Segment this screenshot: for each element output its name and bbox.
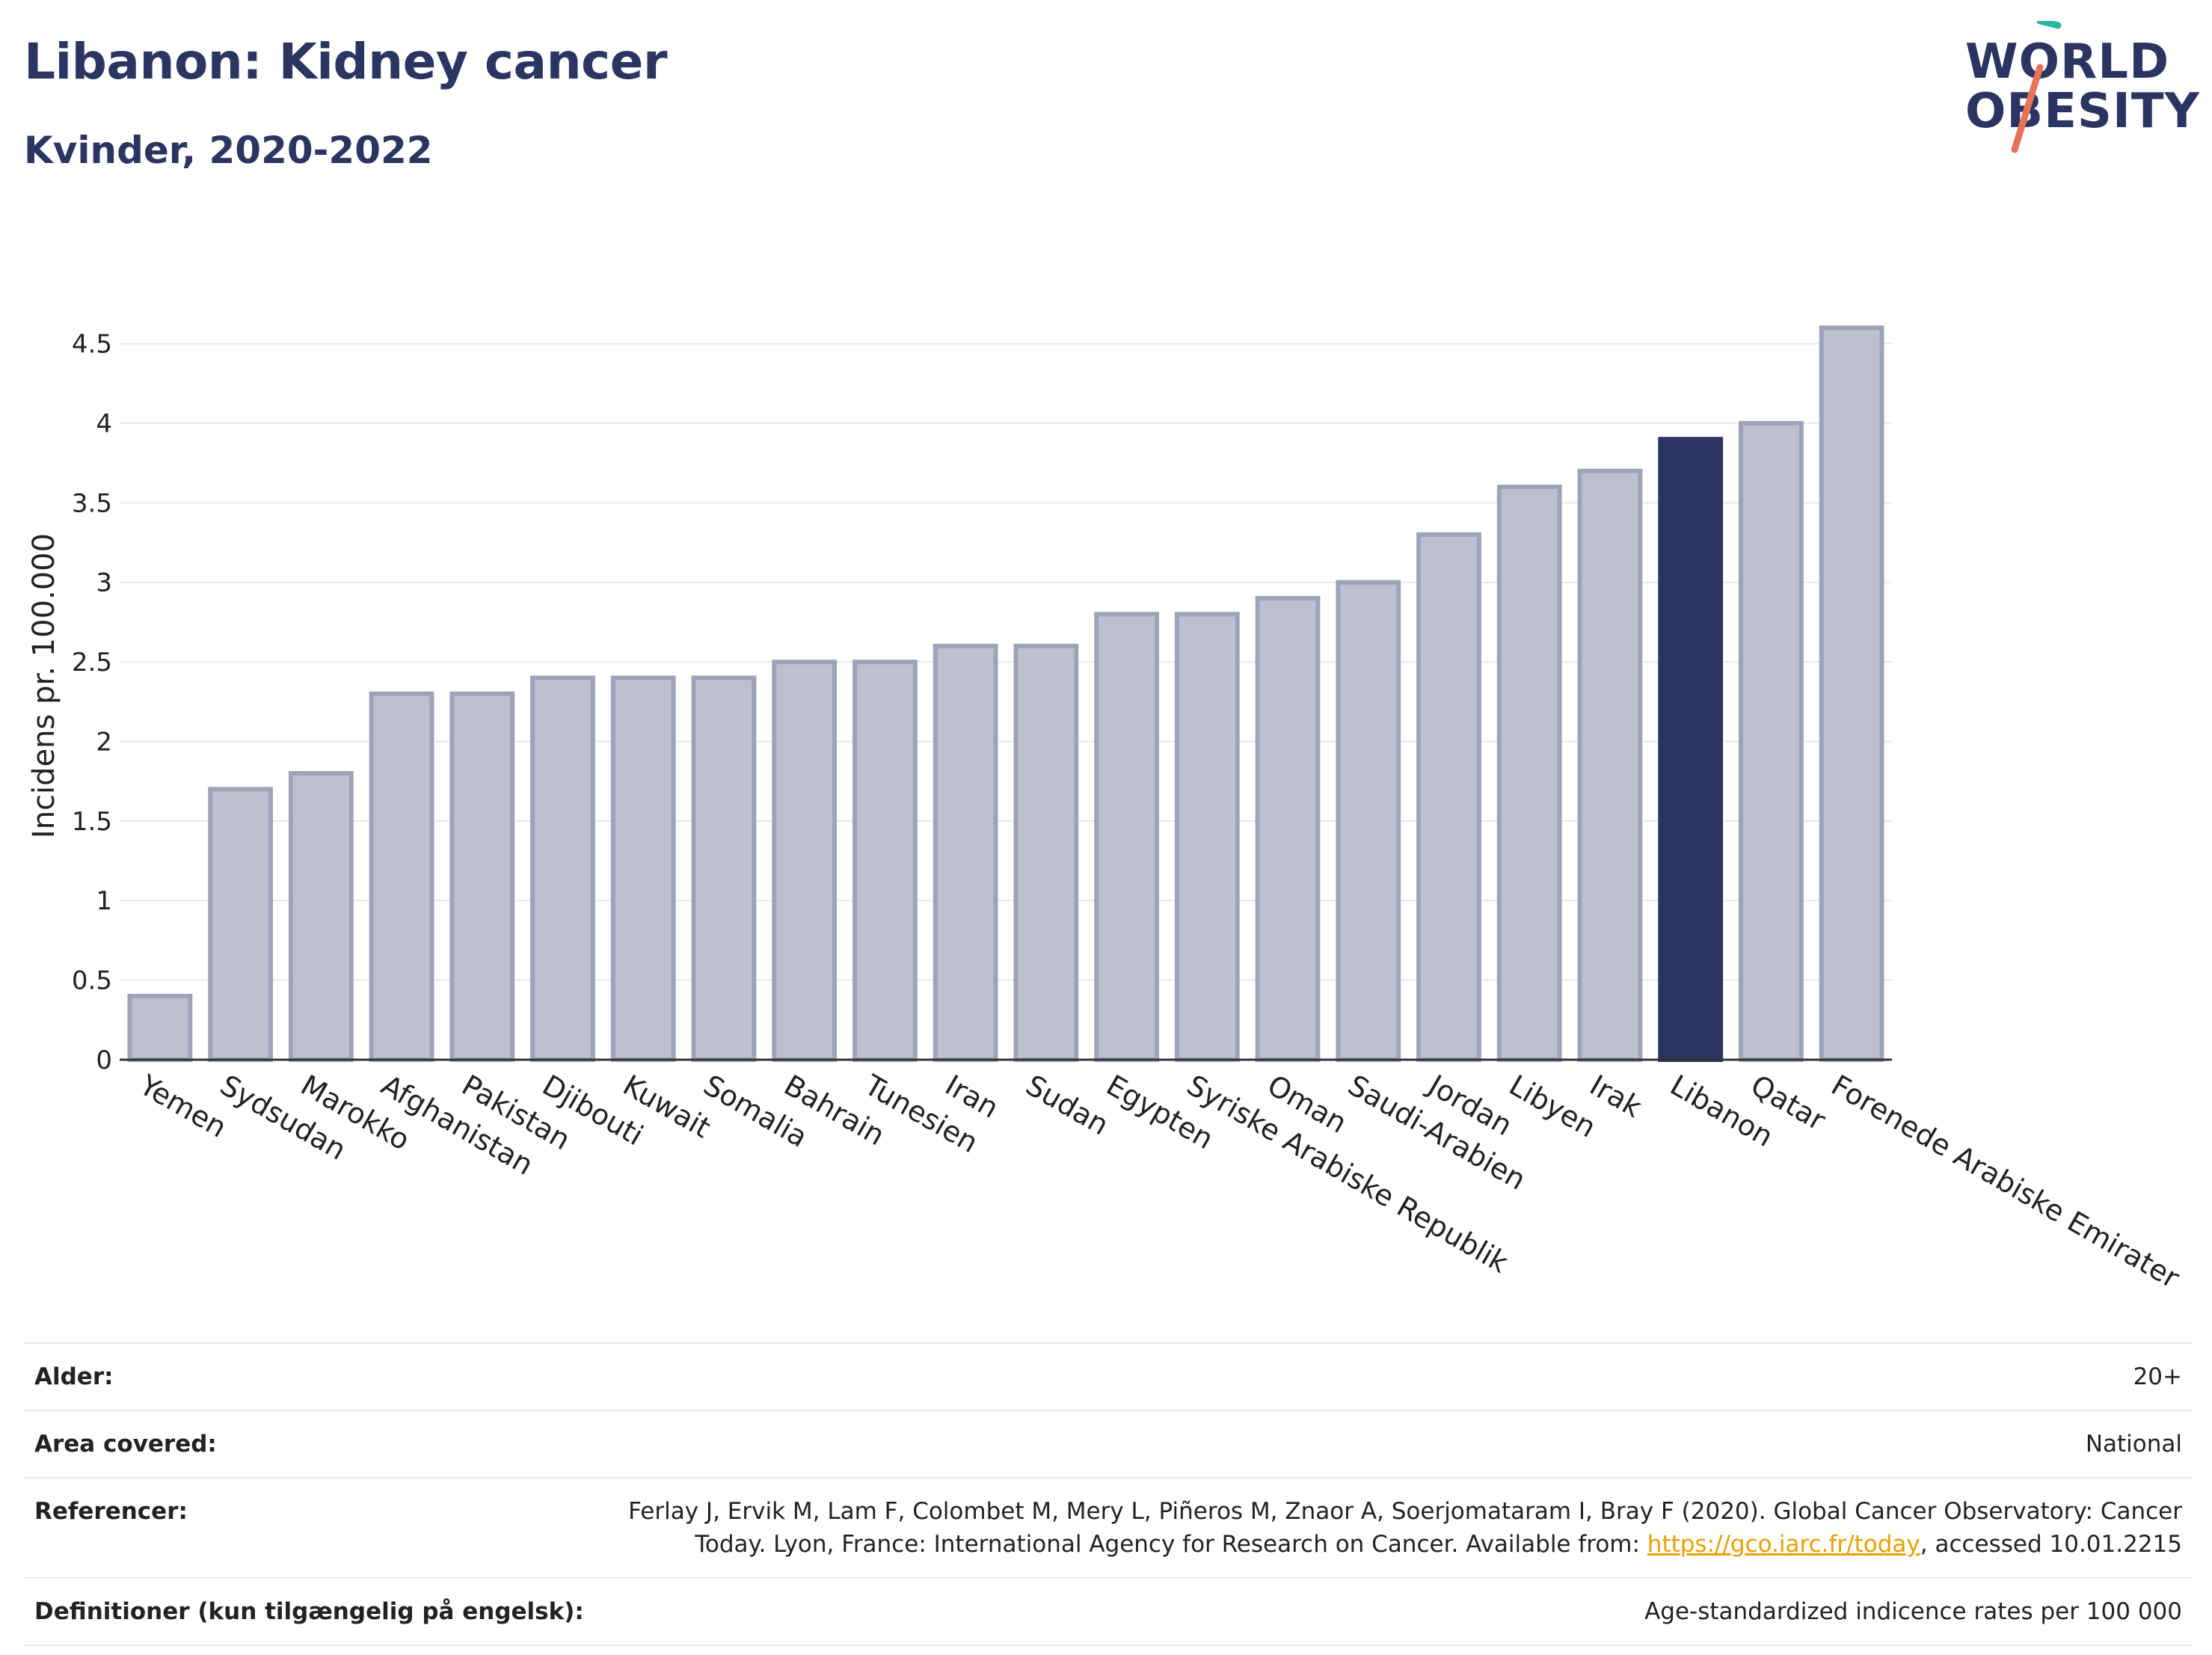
bar <box>369 691 434 1062</box>
info-value-definitions: Age-standardized indicence rates per 100… <box>1644 1598 2182 1625</box>
bar <box>1819 325 1884 1062</box>
bar <box>1255 595 1321 1062</box>
bar <box>852 660 918 1062</box>
info-value-references: Ferlay J, Ervik M, Lam F, Colombet M, Me… <box>595 1478 2193 1578</box>
reference-link[interactable]: https://gco.iarc.fr/today <box>1647 1531 1920 1558</box>
reference-line-2-post: , accessed 10.01.2215 <box>1920 1531 2182 1558</box>
info-label-age: Alder: <box>34 1363 114 1390</box>
bar <box>208 787 273 1062</box>
bar <box>691 675 757 1062</box>
bar <box>772 660 838 1062</box>
y-tick-label: 3 <box>96 568 112 598</box>
bar <box>449 691 515 1062</box>
reference-line-1: Ferlay J, Ervik M, Lam F, Colombet M, Me… <box>628 1498 2182 1525</box>
world-obesity-logo: WORLD OBESITY <box>1952 21 2199 156</box>
bar <box>933 643 998 1062</box>
logo-line-world: WORLD <box>1965 34 2170 90</box>
info-value-area: National <box>2085 1431 2182 1458</box>
y-axis-ticks: 0 0.5 1 1.5 2 2.5 3 3.5 4 4.5 <box>72 330 112 1075</box>
bar <box>1336 580 1401 1062</box>
bar <box>1739 420 1804 1062</box>
bar <box>1013 643 1079 1062</box>
y-tick-label: 3.5 <box>72 488 112 518</box>
y-tick-label: 4 <box>96 409 112 439</box>
x-tick-label: Yemen <box>133 1068 232 1144</box>
y-tick-label: 2.5 <box>72 648 112 678</box>
bar <box>1174 612 1240 1062</box>
bars <box>127 325 1884 1063</box>
info-label-definitions: Definitioner (kun tilgængelig på engelsk… <box>34 1598 584 1625</box>
y-tick-label: 2 <box>96 727 112 757</box>
x-tick-label: Libyen <box>1504 1069 1602 1144</box>
chart-title: Libanon: Kidney cancer <box>24 33 668 90</box>
y-axis-label: Incidens pr. 100.000 <box>27 533 61 838</box>
y-tick-label: 0 <box>96 1045 112 1075</box>
x-tick-label: Sudan <box>1020 1069 1114 1142</box>
info-label-references: Referencer: <box>34 1498 188 1525</box>
y-tick-label: 4.5 <box>72 330 112 360</box>
bar <box>1496 485 1562 1062</box>
info-row-age: Alder: 20+ <box>24 1343 2193 1410</box>
reference-line-2-pre: Today. Lyon, France: International Agenc… <box>695 1531 1647 1558</box>
bar <box>1094 612 1159 1062</box>
chart-subtitle: Kvinder, 2020-2022 <box>24 129 433 172</box>
info-row-references: Referencer: Ferlay J, Ervik M, Lam F, Co… <box>24 1478 2193 1578</box>
x-tick-label: Forenede Arabiske Emirater <box>1826 1069 2185 1295</box>
y-tick-label: 0.5 <box>72 966 112 996</box>
info-row-area: Area covered: National <box>24 1410 2193 1478</box>
bar <box>1416 532 1481 1063</box>
y-tick-label: 1 <box>96 886 112 916</box>
bar <box>127 993 193 1063</box>
x-axis-labels: YemenSydsudanMarokkoAfghanistanPakistanD… <box>133 1068 2184 1295</box>
y-tick-label: 1.5 <box>72 807 112 837</box>
bar <box>288 771 354 1063</box>
bar <box>610 675 676 1062</box>
info-row-definitions: Definitioner (kun tilgængelig på engelsk… <box>24 1578 2193 1645</box>
info-value-age: 20+ <box>2133 1363 2182 1390</box>
bar <box>530 675 595 1062</box>
bar-chart: 0 0.5 1 1.5 2 2.5 3 3.5 4 4.5 YemenSydsudanMarokk… <box>27 325 2185 1295</box>
info-label-area: Area covered: <box>34 1431 217 1458</box>
logo-line-obesity: OBESITY <box>1965 84 2200 139</box>
bar <box>1577 468 1643 1063</box>
info-table: Alder: 20+ Area covered: National Refere… <box>24 1342 2193 1646</box>
logo-slash-icon <box>2011 21 2062 153</box>
bar-highlighted <box>1658 437 1724 1062</box>
